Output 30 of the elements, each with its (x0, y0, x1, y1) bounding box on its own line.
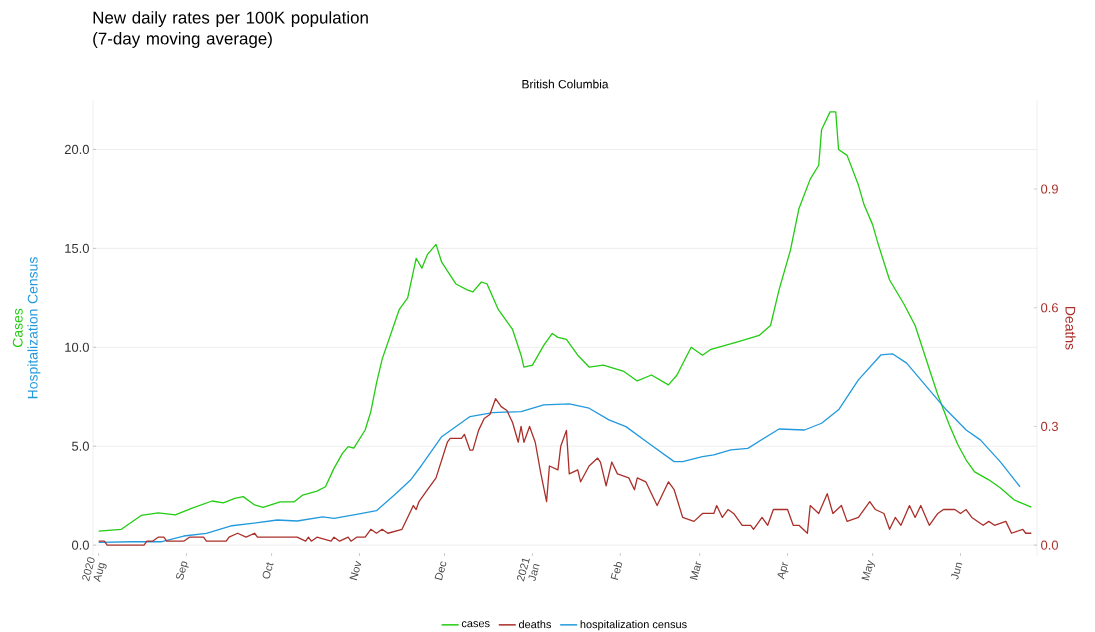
chart-title: New daily rates per 100K population (7-day moving average) (93, 11, 368, 48)
x-tick-label: Oct (262, 562, 274, 579)
chart-subtitle: British Columbia (522, 79, 609, 89)
y2-tick-label: 0.6 (1041, 303, 1058, 313)
y-tick-label: 5.0 (71, 441, 89, 451)
line-series (98, 353, 1021, 543)
legend-label: hospitalization census (580, 620, 687, 631)
x-tick-label: Mar (689, 561, 702, 580)
text: Cases (12, 308, 23, 348)
y2-tick-label: 0.3 (1041, 421, 1058, 431)
x-tick-label: Feb (610, 562, 623, 580)
x-tick-label: Jun (951, 562, 963, 580)
y-tick-label: 0.0 (71, 540, 89, 550)
y-tick-label: 20.0 (64, 144, 89, 155)
x-tick-label: Nov (349, 560, 362, 581)
y2-tick-label: 0.0 (1041, 540, 1059, 550)
x-tick-label: May (861, 559, 875, 581)
text: Hospitalization Census (27, 257, 41, 399)
x-tick-label: 2020 Aug (82, 557, 107, 583)
y-tick-label: 10.0 (65, 342, 89, 352)
x-tick-label: Sep (176, 561, 189, 580)
x-tick-label: Dec (434, 561, 447, 581)
y-tick-label: 15.0 (65, 243, 89, 253)
y2-tick-label: 0.9 (1041, 184, 1058, 194)
x-tick-label: Apr (777, 561, 789, 580)
legend-label: cases (461, 621, 490, 628)
x-tick-label: 2021 Jan (516, 558, 540, 582)
line-series (98, 111, 1032, 532)
legend-label: deaths (518, 620, 552, 629)
y2-axis-title: Deaths (1065, 307, 1076, 350)
